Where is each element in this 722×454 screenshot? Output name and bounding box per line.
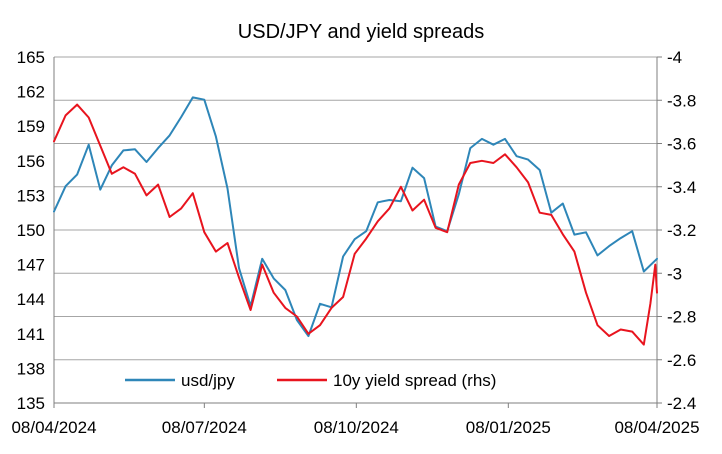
y-right-tick-label: -3 <box>667 264 682 283</box>
y-right-tick-label: -2.6 <box>667 351 696 370</box>
y-right-tick-label: -3.2 <box>667 221 696 240</box>
y-left-tick-label: 159 <box>17 117 45 136</box>
y-left-tick-label: 144 <box>17 290 45 309</box>
y-left-tick-label: 147 <box>17 256 45 275</box>
series-line-usd-jpy <box>53 96 658 338</box>
y-left-tick-label: 153 <box>17 186 45 205</box>
axis-layer: 165 162 159 156 153 150 147 144 141 138 135 -4 -3.8 -… <box>11 48 699 437</box>
y-left-tick-label: 165 <box>17 48 45 67</box>
x-tick-label: 08/01/2025 <box>466 418 551 437</box>
y-left-tick-label: 156 <box>17 152 45 171</box>
y-right-tick-label: -3.8 <box>667 91 696 110</box>
y-left-tick-label: 141 <box>17 325 45 344</box>
x-tick-label: 08/04/2024 <box>11 418 96 437</box>
series-line-yield-spread <box>53 103 658 346</box>
y-right-tick-label: -2.8 <box>667 308 696 327</box>
x-tick-label: 08/04/2025 <box>614 418 699 437</box>
y-left-tick-label: 135 <box>17 394 45 413</box>
series-layer <box>53 96 658 346</box>
y-right-tick-label: -2.4 <box>667 394 696 413</box>
y-left-tick-label: 138 <box>17 359 45 378</box>
y-right-tick-label: -3.6 <box>667 135 696 154</box>
legend-label: usd/jpy <box>181 371 235 390</box>
legend-label: 10y yield spread (rhs) <box>333 371 496 390</box>
y-right-tick-label: -3.4 <box>667 178 696 197</box>
legend: usd/jpy 10y yield spread (rhs) <box>125 371 496 390</box>
y-left-tick-label: 150 <box>17 221 45 240</box>
x-tick-label: 08/10/2024 <box>314 418 399 437</box>
x-tick-label: 08/07/2024 <box>162 418 247 437</box>
y-left-tick-label: 162 <box>17 83 45 102</box>
chart-title: USD/JPY and yield spreads <box>238 21 484 43</box>
y-right-tick-label: -4 <box>667 48 682 67</box>
